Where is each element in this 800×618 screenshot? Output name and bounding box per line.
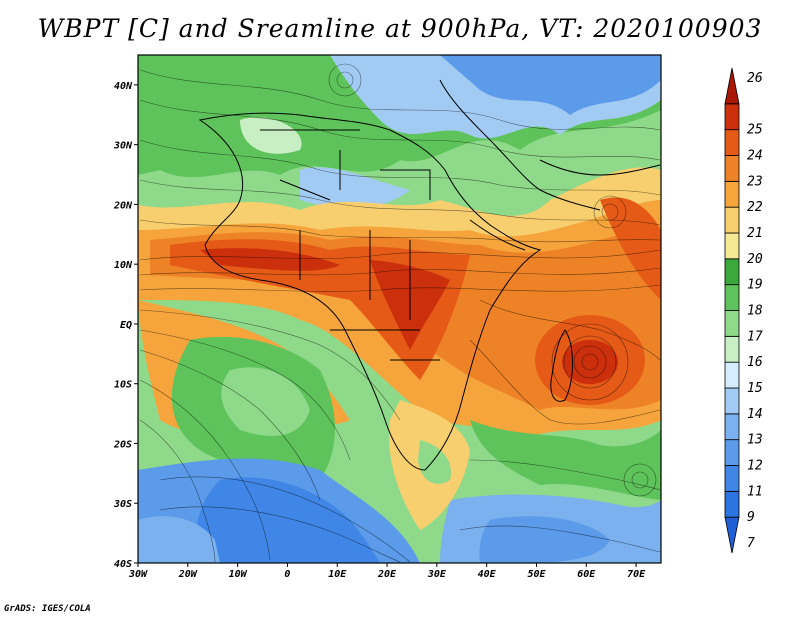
colorbar-swatch (724, 335, 740, 363)
colorbar-swatch (724, 103, 740, 131)
colorbar-label: 23 (747, 174, 763, 189)
colorbar-label: 15 (747, 381, 763, 396)
lat-tick-label: 10N (114, 260, 133, 271)
colorbar-label: 19 (747, 278, 763, 293)
colorbar: 7 9 11 12 13 14 15 16 17 18 19 20 21 22 23 24 25 26 (724, 67, 763, 554)
colorbar-label: 24 (747, 149, 763, 164)
lat-tick-label: 40S (114, 559, 132, 570)
lat-tick-label: 30N (113, 141, 133, 152)
lon-tick-label: 70E (627, 569, 646, 580)
colorbar-swatch (724, 206, 740, 234)
colorbar-swatch (724, 387, 740, 415)
lon-tick-label: 20E (377, 569, 397, 580)
colorbar-swatch (724, 232, 740, 260)
chart-title: WBPT [C] and Sreamline at 900hPa, VT: 20… (37, 14, 763, 43)
colorbar-label: 11 (747, 484, 763, 499)
colorbar-swatch (724, 258, 740, 286)
colorbar-swatch (724, 439, 740, 466)
colorbar-swatch (724, 516, 740, 554)
lon-tick-label: 10E (328, 569, 347, 580)
colorbar-swatch (724, 465, 740, 492)
plot-frame (137, 54, 662, 564)
lon-tick-label: 40E (478, 569, 497, 580)
colorbar-label: 14 (747, 407, 763, 422)
lon-tick-label: 30W (128, 569, 148, 580)
longitude-axis: 30W 20W 10W 0 10E 20E 30E 40E 50E 60E 70E (128, 563, 646, 580)
colorbar-label: 18 (747, 304, 763, 319)
colorbar-label: 12 (747, 459, 763, 474)
colorbar-swatch (724, 413, 740, 441)
colorbar-swatch (724, 129, 740, 156)
colorbar-swatch (724, 67, 740, 105)
colorbar-label: 17 (747, 329, 763, 344)
lon-tick-label: 50E (527, 569, 546, 580)
colorbar-label: 20 (747, 252, 763, 267)
lat-tick-label: 20S (113, 439, 132, 450)
lon-tick-label: 10W (229, 569, 248, 580)
colorbar-label: 7 (747, 536, 755, 551)
colorbar-swatch (724, 361, 740, 389)
lat-tick-label: 10S (114, 380, 132, 391)
colorbar-label: 9 (747, 510, 755, 525)
grads-credit: GrADS: IGES/COLA (4, 604, 91, 614)
colorbar-label: 26 (747, 71, 763, 86)
colorbar-swatch (724, 155, 740, 182)
colorbar-label: 22 (747, 200, 763, 215)
colorbar-swatch (724, 180, 740, 208)
colorbar-label: 13 (747, 433, 763, 448)
colorbar-swatch (724, 490, 740, 518)
colorbar-swatch (724, 284, 740, 311)
colorbar-swatch (724, 310, 740, 337)
colorbar-label: 16 (747, 355, 763, 370)
colorbar-label: 25 (747, 123, 763, 138)
wbpt-field (138, 55, 661, 563)
lat-tick-label: EQ (120, 320, 132, 331)
colorbar-label: 21 (747, 226, 763, 241)
lon-tick-label: 20W (178, 569, 198, 580)
lon-tick-label: 0 (284, 569, 290, 580)
latitude-axis: 40N 30N 20N 10N EQ 10S 20S 30S 40S (113, 81, 138, 570)
lat-tick-label: 30S (113, 499, 132, 510)
lat-tick-label: 20N (113, 200, 133, 211)
lon-tick-label: 60E (577, 569, 596, 580)
lat-tick-label: 40N (114, 81, 133, 92)
lon-tick-label: 30E (427, 569, 447, 580)
